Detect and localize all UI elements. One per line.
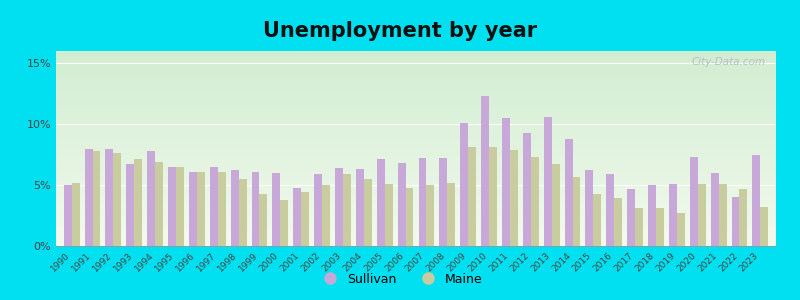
Bar xyxy=(189,172,197,246)
Bar xyxy=(606,174,614,246)
Bar xyxy=(447,183,455,246)
Bar xyxy=(155,162,163,246)
Bar xyxy=(627,189,635,246)
Legend: Sullivan, Maine: Sullivan, Maine xyxy=(312,268,488,291)
Bar xyxy=(635,208,643,246)
Bar xyxy=(426,185,434,246)
Bar xyxy=(710,173,718,246)
Bar xyxy=(552,164,559,246)
Bar xyxy=(251,172,259,246)
Bar xyxy=(594,194,602,246)
Text: Unemployment by year: Unemployment by year xyxy=(263,21,537,41)
Bar xyxy=(677,213,685,246)
Bar xyxy=(398,163,406,246)
Bar xyxy=(385,184,393,246)
Bar xyxy=(690,157,698,246)
Bar xyxy=(114,153,122,246)
Bar xyxy=(64,185,72,246)
Bar xyxy=(168,167,176,246)
Bar xyxy=(259,194,267,246)
Bar xyxy=(280,200,288,246)
Text: City-Data.com: City-Data.com xyxy=(691,57,766,67)
Bar xyxy=(356,169,364,246)
Bar xyxy=(502,118,510,246)
Bar xyxy=(364,179,372,246)
Bar xyxy=(669,184,677,246)
Bar xyxy=(614,199,622,246)
Bar xyxy=(335,168,343,246)
Bar xyxy=(753,154,760,246)
Bar xyxy=(648,185,656,246)
Bar xyxy=(760,207,768,246)
Bar xyxy=(302,192,309,246)
Bar xyxy=(72,183,79,246)
Bar xyxy=(273,173,280,246)
Bar xyxy=(85,148,93,246)
Bar xyxy=(314,174,322,246)
Bar xyxy=(134,160,142,246)
Bar xyxy=(481,96,489,246)
Bar xyxy=(731,197,739,246)
Bar xyxy=(489,147,497,246)
Bar xyxy=(468,147,476,246)
Bar xyxy=(377,160,385,246)
Bar xyxy=(565,139,573,246)
Bar xyxy=(238,179,246,246)
Bar xyxy=(322,185,330,246)
Bar xyxy=(698,184,706,246)
Bar xyxy=(586,170,594,246)
Bar xyxy=(218,172,226,246)
Bar xyxy=(718,184,726,246)
Bar xyxy=(523,133,530,246)
Bar xyxy=(418,158,426,246)
Bar xyxy=(294,188,302,246)
Bar xyxy=(656,208,664,246)
Bar xyxy=(176,167,184,246)
Bar xyxy=(460,123,468,246)
Bar xyxy=(739,189,747,246)
Bar xyxy=(343,174,351,246)
Bar xyxy=(106,148,114,246)
Bar xyxy=(406,188,414,246)
Bar xyxy=(210,167,218,246)
Bar xyxy=(439,158,447,246)
Bar xyxy=(230,170,238,246)
Bar xyxy=(126,164,134,246)
Bar xyxy=(573,176,581,246)
Bar xyxy=(197,172,205,246)
Bar xyxy=(544,117,552,246)
Bar xyxy=(93,151,101,246)
Bar xyxy=(530,157,538,246)
Bar xyxy=(147,151,155,246)
Bar xyxy=(510,150,518,246)
